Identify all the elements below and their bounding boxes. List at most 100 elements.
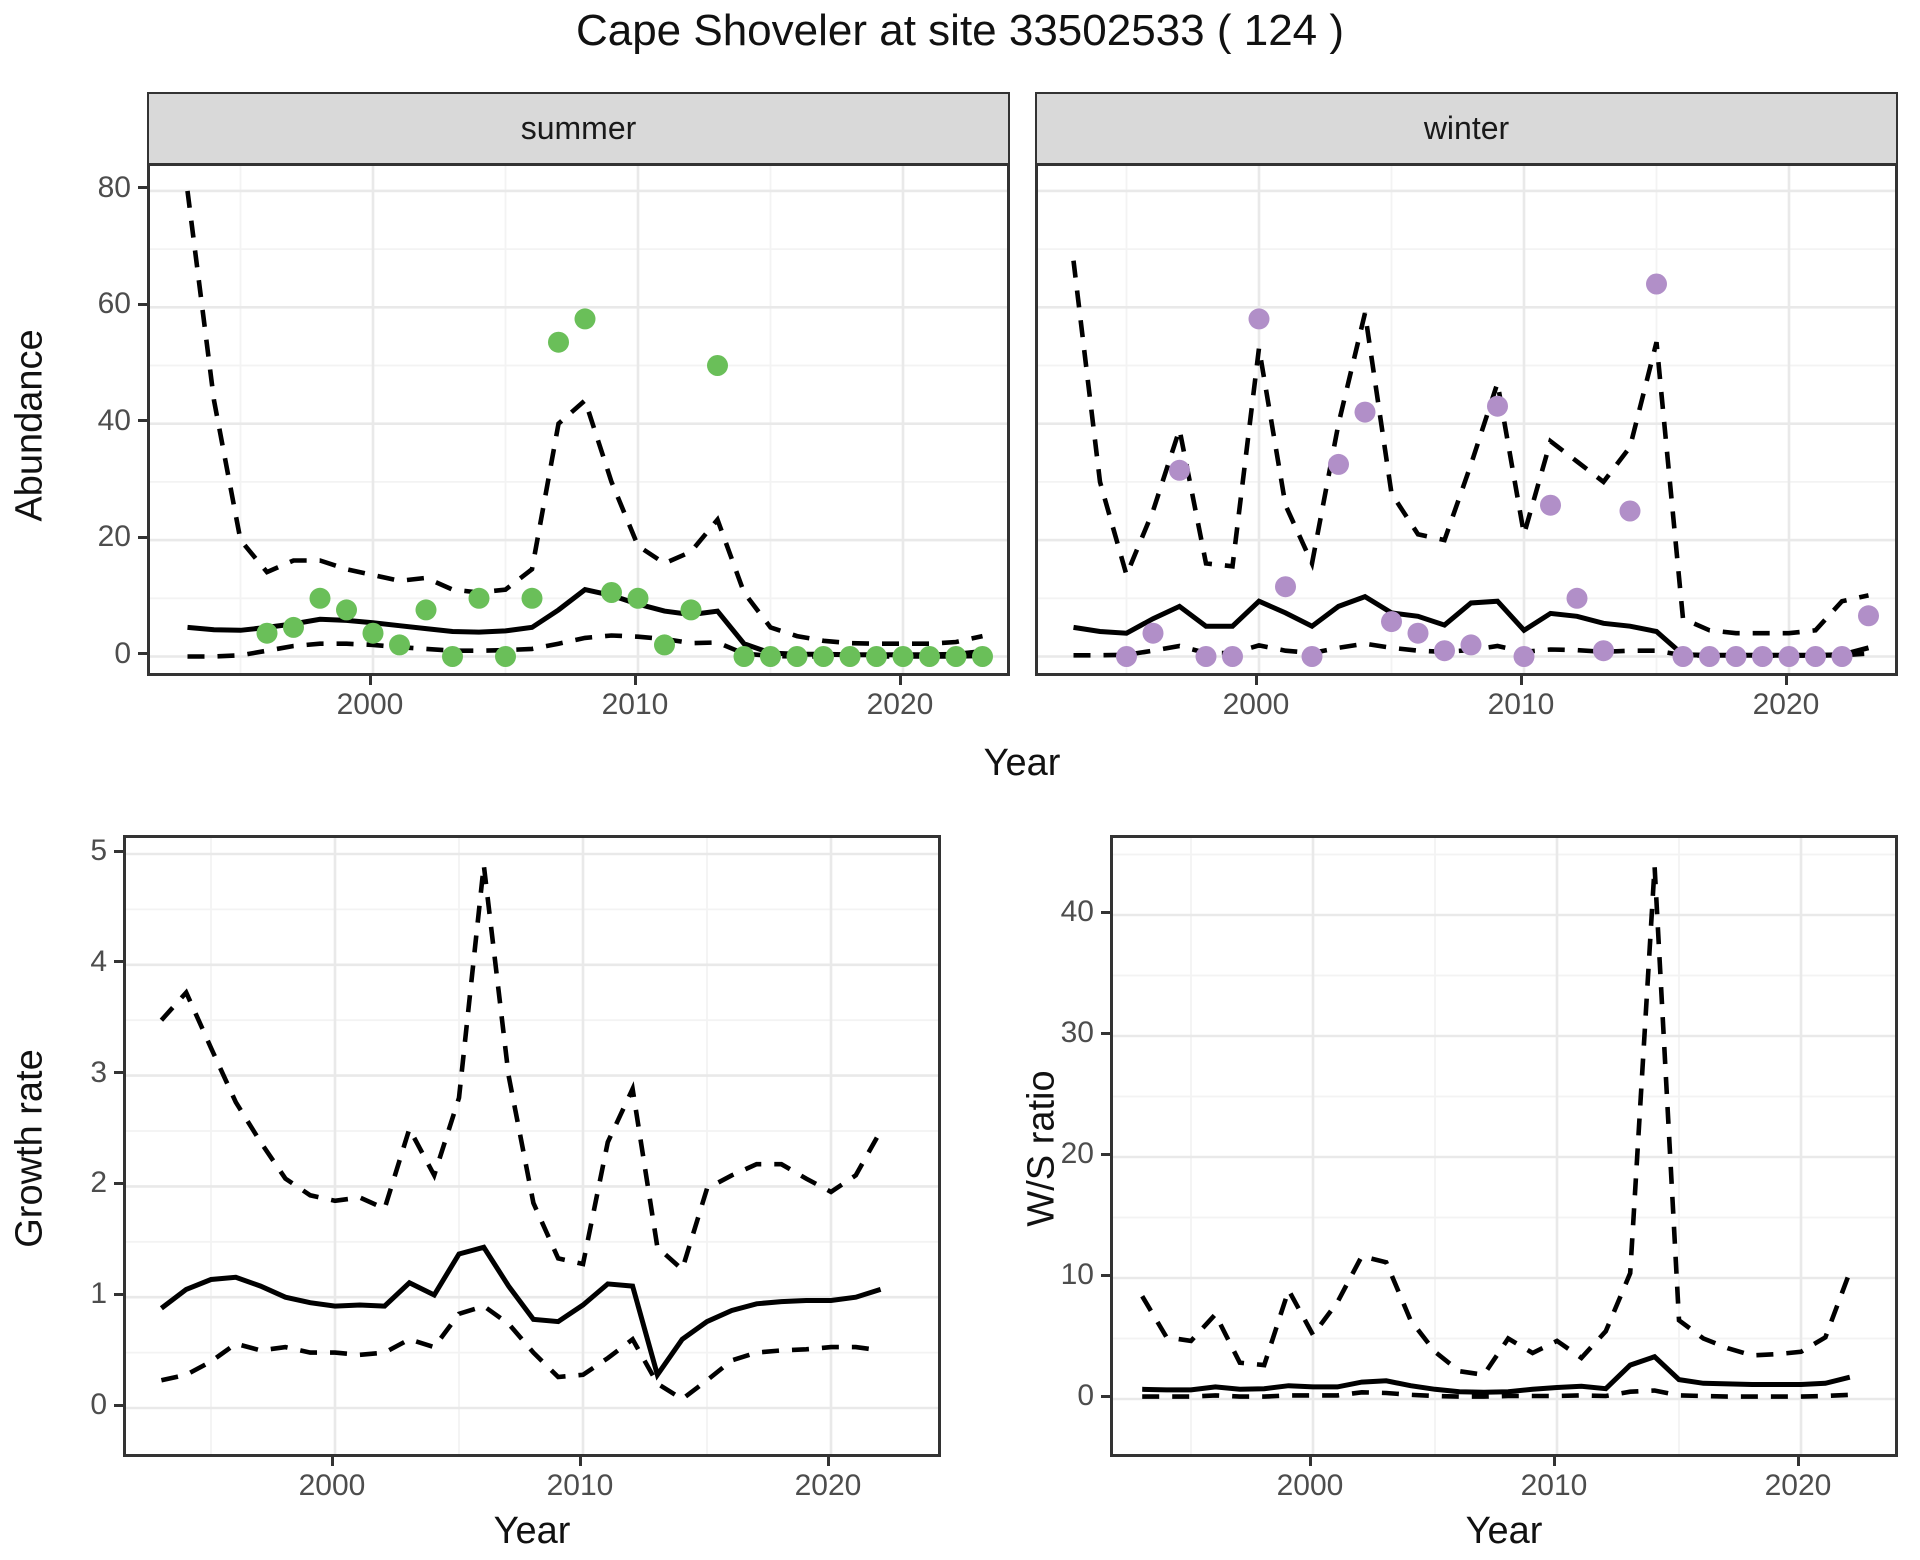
x-tick-label: 2000 xyxy=(1276,1469,1344,1502)
observed-point xyxy=(680,599,702,621)
y-tick-label: 1 xyxy=(90,1277,107,1311)
observed-point xyxy=(786,646,808,667)
observed-point xyxy=(813,646,834,667)
observed-point xyxy=(1831,646,1853,667)
observed-point xyxy=(1354,401,1376,423)
y-tick-label: 20 xyxy=(97,520,131,554)
x-tick-label: 2010 xyxy=(546,1469,614,1502)
y-tickmark xyxy=(114,1181,123,1185)
observed-point xyxy=(1725,646,1747,667)
y-tickmark xyxy=(114,1403,123,1407)
x-tickmark xyxy=(826,1457,830,1466)
observed-point xyxy=(1275,576,1296,598)
y-tick-label: 60 xyxy=(97,287,131,321)
y-tickmark xyxy=(1101,1031,1110,1035)
observed-point xyxy=(1195,646,1217,667)
x-tick-label: 2020 xyxy=(1764,1469,1832,1502)
y-tickmark xyxy=(138,652,147,655)
x-tick-label: 2000 xyxy=(336,688,404,721)
observed-point xyxy=(468,587,490,609)
observed-point xyxy=(601,582,622,603)
observed-point xyxy=(760,646,781,667)
x-tick-label: 2000 xyxy=(1222,688,1290,721)
observed-point xyxy=(945,646,967,667)
facet-strip-winter-label: winter xyxy=(1423,110,1510,146)
x-tickmark xyxy=(898,676,902,685)
observed-point xyxy=(627,587,649,609)
x-tick-label: 2010 xyxy=(601,688,669,721)
axis-title-year-growth: Year xyxy=(493,1510,571,1552)
y-tick-label: 80 xyxy=(97,170,131,204)
observed-point xyxy=(1593,640,1614,662)
gridlines xyxy=(1038,166,1895,673)
y-tickmark xyxy=(114,1071,123,1075)
y-tickmark xyxy=(138,186,147,190)
y-tick-label: 0 xyxy=(1077,1379,1094,1412)
observed-point xyxy=(1752,646,1773,667)
x-tickmark xyxy=(1796,1457,1800,1466)
observed-point xyxy=(309,587,331,609)
y-tick-label: 2 xyxy=(90,1166,107,1200)
observed-point xyxy=(283,616,304,638)
observed-point xyxy=(654,634,675,656)
axis-title-abundance: Abundance xyxy=(8,329,51,522)
observed-point xyxy=(389,634,410,656)
y-tick-label: 30 xyxy=(1060,1016,1094,1049)
median-line xyxy=(159,1244,882,1381)
observed-point xyxy=(1248,308,1270,330)
x-tickmark xyxy=(330,1457,334,1466)
y-tickmark xyxy=(114,849,123,853)
observed-point xyxy=(256,622,278,644)
observed-point xyxy=(1222,646,1243,667)
y-tick-label: 40 xyxy=(1060,895,1094,928)
y-tick-label: 20 xyxy=(1060,1137,1094,1170)
observed-point xyxy=(362,622,384,644)
observed-point xyxy=(1778,646,1800,667)
y-tickmark xyxy=(114,960,123,964)
y-tickmark xyxy=(1101,1394,1110,1398)
upper-95ci-line xyxy=(185,190,983,646)
axis-title-year-ws: Year xyxy=(1465,1510,1543,1552)
y-tick-label: 0 xyxy=(90,1388,107,1421)
y-tickmark xyxy=(138,535,147,539)
observed-point xyxy=(442,646,463,667)
x-tickmark xyxy=(1784,676,1788,685)
observed-point xyxy=(1328,453,1349,475)
axis-title-year-top: Year xyxy=(983,742,1061,784)
x-tickmark xyxy=(1519,676,1523,685)
panel-growth-rate xyxy=(123,835,941,1457)
axis-title-ws-ratio: W/S ratio xyxy=(1020,1070,1063,1227)
y-tickmark xyxy=(1101,910,1110,914)
observed-point xyxy=(1699,646,1720,667)
observed-point xyxy=(1646,273,1667,295)
x-tickmark xyxy=(1552,1457,1556,1466)
panel-ws-ratio xyxy=(1110,835,1898,1457)
observed-points xyxy=(1116,273,1879,667)
observed-point xyxy=(521,587,543,609)
observed-point xyxy=(1805,646,1826,667)
lower-95ci-line xyxy=(160,1303,881,1402)
x-tick-label: 2010 xyxy=(1487,688,1555,721)
observed-point xyxy=(548,331,569,353)
observed-point xyxy=(415,599,437,621)
facet-strip-summer: summer xyxy=(147,92,1010,165)
panel-summer-plot xyxy=(150,166,1007,673)
x-tickmark xyxy=(368,676,372,685)
observed-point xyxy=(574,308,596,330)
y-tickmark xyxy=(138,419,147,423)
observed-point xyxy=(1460,634,1482,656)
y-tick-label: 5 xyxy=(90,834,107,867)
y-tickmark xyxy=(1101,1273,1110,1277)
observed-point xyxy=(1487,395,1508,417)
x-tickmark xyxy=(578,1457,582,1466)
median-line xyxy=(1142,1353,1851,1395)
x-tick-label: 2020 xyxy=(1752,688,1820,721)
observed-point xyxy=(1301,646,1323,667)
observed-point xyxy=(1381,611,1402,633)
x-tickmark xyxy=(633,676,637,685)
observed-point xyxy=(866,646,887,667)
x-tickmark xyxy=(1308,1457,1312,1466)
observed-point xyxy=(919,646,940,667)
page-title: Cape Shoveler at site 33502533 ( 124 ) xyxy=(575,6,1345,55)
